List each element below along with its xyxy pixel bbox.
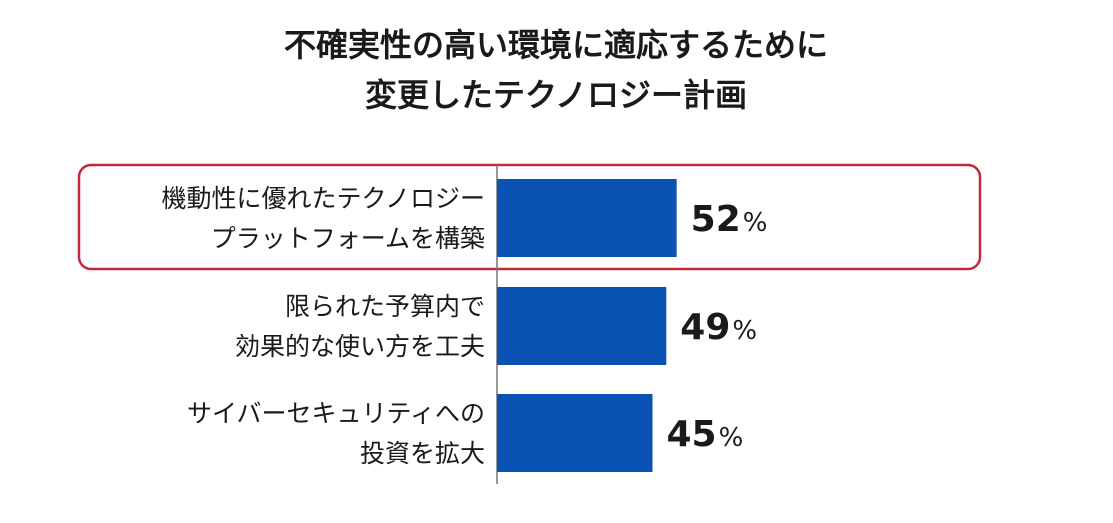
category-label-3-line-1: サイバーセキュリティへの <box>187 399 485 428</box>
bar-1 <box>497 179 677 257</box>
highlight-box <box>77 163 982 271</box>
bar-2 <box>497 287 667 365</box>
highlight-group <box>77 163 982 271</box>
category-label-1-line-2: プラットフォームを構築 <box>211 224 485 253</box>
category-label-3-line-2: 投資を拡大 <box>360 439 485 468</box>
value-unit: % <box>732 316 757 346</box>
value-label-3: 45% <box>666 414 743 455</box>
value-label-2: 49% <box>680 307 757 348</box>
category-labels: 機動性に優れたテクノロジープラットフォームを構築限られた予算内で効果的な使い方を… <box>161 184 485 468</box>
value-number: 49 <box>680 307 730 348</box>
bars-group <box>497 179 677 472</box>
value-number: 45 <box>666 414 716 455</box>
bar-3 <box>497 394 653 472</box>
category-label-2-line-2: 効果的な使い方を工夫 <box>235 332 485 361</box>
chart-title-line-2: 変更したテクノロジー計画 <box>365 76 747 114</box>
value-unit: % <box>743 208 768 238</box>
category-label-2-line-1: 限られた予算内で <box>285 292 485 321</box>
value-labels: 52%49%45% <box>666 199 767 455</box>
chart-title-line-1: 不確実性の高い環境に適応するために <box>284 26 828 64</box>
category-label-1-line-1: 機動性に優れたテクノロジー <box>161 184 485 213</box>
value-unit: % <box>719 423 744 453</box>
value-label-1: 52% <box>691 199 768 240</box>
value-number: 52 <box>691 199 741 240</box>
